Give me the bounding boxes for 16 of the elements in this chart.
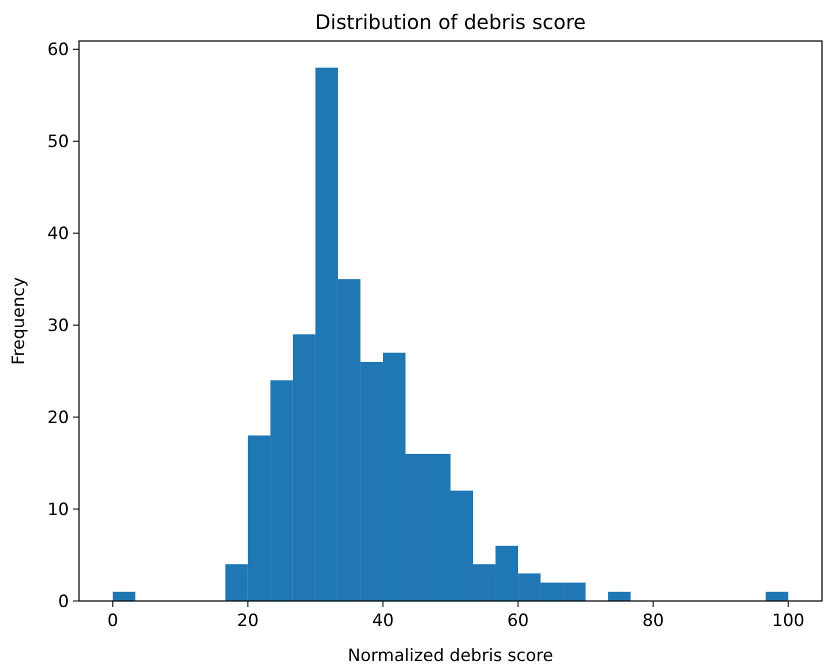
y-tick-label: 50: [47, 132, 69, 152]
y-tick-label: 60: [47, 40, 69, 60]
x-tick-label: 80: [642, 611, 664, 631]
y-axis-title: Frequency: [9, 277, 29, 365]
x-tick-label: 40: [372, 611, 394, 631]
x-tick-label: 20: [237, 611, 259, 631]
chart-title: Distribution of debris score: [315, 10, 586, 34]
y-tick-label: 10: [47, 500, 69, 520]
y-tick-label: 0: [58, 592, 69, 612]
x-tick-label: 100: [772, 611, 804, 631]
y-tick-label: 30: [47, 316, 69, 336]
x-tick-label: 0: [107, 611, 118, 631]
x-tick-label: 60: [507, 611, 529, 631]
x-axis-title: Normalized debris score: [348, 646, 554, 666]
y-tick-label: 20: [47, 408, 69, 428]
y-tick-label: 40: [47, 224, 69, 244]
